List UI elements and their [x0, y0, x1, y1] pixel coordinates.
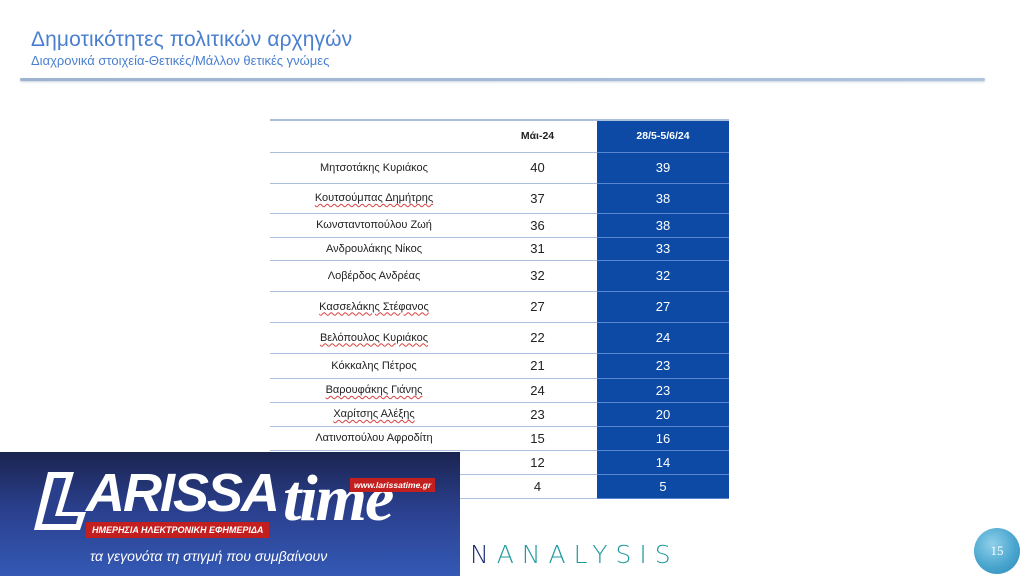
value-may24: 4 [533, 478, 542, 494]
value-may24: 31 [530, 241, 545, 256]
logo-url-badge: www.larissatime.gr [350, 478, 436, 492]
value-latest: 33 [597, 237, 729, 261]
table-header-row: Μάι-24 28/5-5/6/24 [270, 120, 729, 153]
logo-tagline-badge: ΗΜΕΡΗΣΙΑ ΗΛΕΚΤΡΟΝΙΚΗ ΕΦΗΜΕΡΙΔΑ [86, 522, 270, 538]
title-divider [20, 78, 985, 81]
logo-wordmark: ARISSA [86, 463, 280, 523]
column-header-latest: 28/5-5/6/24 [597, 120, 729, 153]
slide-subtitle: Διαχρονικά στοιχεία-Θετικές/Μάλλον θετικ… [31, 53, 330, 68]
brand-logo: NANALYSIS [470, 540, 679, 569]
table-row: Βελόπουλος Κυριάκος 22 24 [270, 322, 729, 354]
leader-name: Λοβέρδος Ανδρέας [327, 269, 421, 282]
brand-logo-n: N [470, 540, 497, 569]
leader-name: Βαρουφάκης Γιάνης [325, 384, 423, 396]
table-row: Χαρίτσης Αλέξης 23 20 [270, 402, 729, 427]
value-latest: 27 [597, 291, 729, 323]
column-header-name [270, 120, 478, 152]
brand-logo-text: ANALYSIS [496, 540, 679, 569]
value-may24: 22 [530, 330, 545, 345]
value-may24: 27 [530, 299, 545, 314]
larissatime-watermark-banner: ARISSA time www.larissatime.gr ΗΜΕΡΗΣΙΑ … [0, 452, 460, 576]
logo-time: time [283, 462, 394, 535]
value-latest: 39 [597, 152, 729, 184]
value-latest: 23 [597, 378, 729, 403]
table-row: 12 14 [270, 450, 729, 475]
leader-name: Κόκκαλης Πέτρος [331, 359, 417, 372]
page-number-badge: 15 [974, 528, 1020, 574]
value-may24: 24 [530, 382, 545, 398]
table-row: Ανδρουλάκης Νίκος 31 33 [270, 237, 729, 261]
value-latest: 32 [597, 260, 729, 292]
value-latest: 20 [597, 402, 729, 427]
leader-name: Ανδρουλάκης Νίκος [326, 242, 422, 255]
table-row: Κόκκαλης Πέτρος 21 23 [270, 353, 729, 379]
leader-name: Κωνσταντοπούλου Ζωή [316, 219, 432, 231]
value-may24: 15 [530, 430, 545, 446]
logo-l-icon [34, 472, 86, 530]
value-may24: 32 [530, 268, 545, 283]
value-may24: 23 [530, 406, 545, 422]
leader-name: Λατινοπούλου Αφροδίτη [315, 432, 433, 444]
value-latest: 23 [597, 353, 729, 379]
value-latest: 14 [597, 450, 729, 475]
leader-name: Κασσελάκης Στέφανος [319, 300, 429, 313]
logo-slogan: τα γεγονότα τη στιγμή που συμβαίνουν [90, 548, 328, 564]
popularity-table: Μάι-24 28/5-5/6/24 Μητσοτάκης Κυριάκος 4… [270, 119, 729, 499]
table-row: Κουτσούμπας Δημήτρης 37 38 [270, 183, 729, 214]
value-may24: 37 [530, 190, 545, 206]
table-row: Μητσοτάκης Κυριάκος 40 39 [270, 152, 729, 184]
value-may24: 36 [530, 217, 545, 233]
table-row: Λατινοπούλου Αφροδίτη 15 16 [270, 426, 729, 451]
value-latest: 5 [597, 474, 729, 499]
value-latest: 38 [597, 213, 729, 238]
value-may24: 40 [530, 160, 545, 175]
table-row: Βαρουφάκης Γιάνης 24 23 [270, 378, 729, 403]
table-row: Λοβέρδος Ανδρέας 32 32 [270, 260, 729, 292]
table-row: Κωνσταντοπούλου Ζωή 36 38 [270, 213, 729, 238]
value-latest: 38 [597, 183, 729, 214]
leader-name: Μητσοτάκης Κυριάκος [320, 161, 428, 174]
leader-name: Βελόπουλος Κυριάκος [319, 331, 429, 344]
value-latest: 16 [597, 426, 729, 451]
table-row: 4 5 [270, 474, 729, 499]
value-may24: 21 [530, 358, 545, 373]
column-header-may24: Μάι-24 [520, 130, 555, 143]
leader-name: Κουτσούμπας Δημήτρης [314, 192, 434, 204]
table-row: Κασσελάκης Στέφανος 27 27 [270, 291, 729, 323]
value-may24: 12 [530, 454, 545, 470]
value-latest: 24 [597, 322, 729, 354]
leader-name: Χαρίτσης Αλέξης [333, 408, 415, 420]
slide-title: Δημοτικότητες πολιτικών αρχηγών [31, 28, 353, 51]
